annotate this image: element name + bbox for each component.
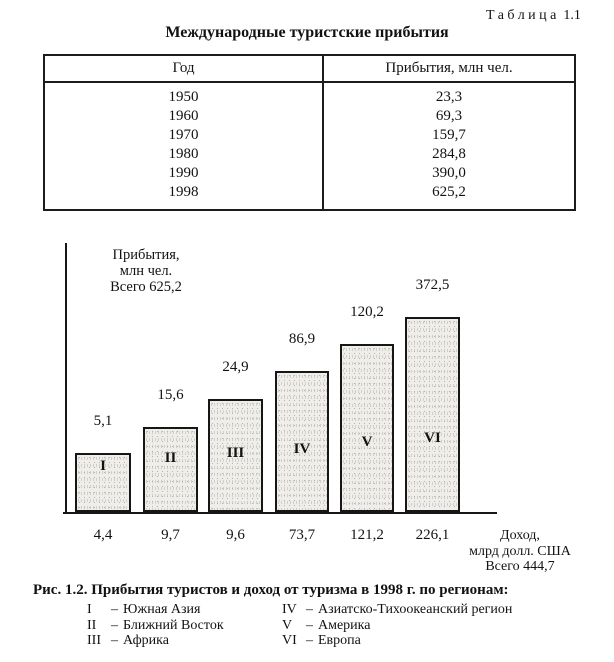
legend-dash: – xyxy=(111,617,118,633)
table-row: 1998 625,2 xyxy=(44,183,575,210)
legend-dash: – xyxy=(111,633,118,648)
legend-item: VI – Европа xyxy=(282,633,512,649)
legend-region-name: Европа xyxy=(318,633,361,648)
column-header-arrivals: Прибытия, млн чел. xyxy=(323,55,575,83)
legend-dash: – xyxy=(306,602,313,617)
cell-value: 284,8 xyxy=(432,146,466,162)
bar-numeral: VI xyxy=(424,430,441,446)
y-axis-title-total: Всего 625,2 xyxy=(110,279,182,295)
table-row: 1950 23,3 xyxy=(44,82,575,107)
legend-numeral: I xyxy=(87,602,92,617)
cell-value: 69,3 xyxy=(435,108,463,124)
legend-item: I – Южная Азия xyxy=(87,602,282,618)
legend-dash: – xyxy=(306,633,313,648)
table-caption-number: 1.1 xyxy=(563,8,581,23)
cell-value: 159,7 xyxy=(432,127,466,143)
x-axis-title-line: млрд долл. США xyxy=(469,543,571,559)
legend-numeral: VI xyxy=(282,633,297,648)
income-axis-label: 226,1 xyxy=(415,527,450,543)
legend-item: V – Америка xyxy=(282,618,512,634)
figure-caption-text: Прибытия туристов и доход от туризма в 1… xyxy=(91,582,509,598)
legend-numeral: IV xyxy=(282,602,297,617)
x-axis-title-total: Всего 444,7 xyxy=(485,559,555,574)
legend-region-name: Южная Азия xyxy=(123,602,201,617)
income-axis-label: 73,7 xyxy=(288,527,316,543)
figure-caption: Рис. 1.2. Прибытия туристов и доход от т… xyxy=(33,582,603,599)
bar-region-2: II xyxy=(143,427,198,512)
legend-region-name: Азиатско-Тихоокеанский регион xyxy=(318,602,513,617)
bar-region-6: VI xyxy=(405,317,460,512)
legend-numeral: II xyxy=(87,617,97,633)
legend-item: IV – Азиатско-Тихоокеанский регион xyxy=(282,602,512,618)
y-axis-title-line: Прибытия, xyxy=(112,247,180,263)
legend-item: III – Африка xyxy=(87,633,282,649)
bar-value-label: 15,6 xyxy=(157,387,184,403)
y-axis-line xyxy=(65,243,67,514)
bar-value-label: 5,1 xyxy=(93,413,113,429)
cell-value: 625,2 xyxy=(432,184,466,200)
cell-year: 1980 xyxy=(44,145,324,164)
y-axis-title: Прибытия, млн чел. Всего 625,2 xyxy=(86,247,206,295)
bar-region-1: I xyxy=(75,453,131,512)
legend-item: II – Ближний Восток xyxy=(87,618,282,634)
page-title: Международные туристские прибытия xyxy=(165,24,449,41)
bar-numeral: II xyxy=(164,450,177,466)
legend-region-name: Африка xyxy=(123,633,169,648)
table-caption-word: Таблица xyxy=(486,8,560,23)
bar-value-label: 372,5 xyxy=(415,277,450,293)
table-row: 1980 284,8 xyxy=(44,145,575,164)
bar-value-label: 24,9 xyxy=(222,359,249,375)
table-row: 1960 69,3 xyxy=(44,107,575,126)
figure-legend: I – Южная Азия II – Ближний Восток III –… xyxy=(87,602,512,649)
income-axis-label: 9,6 xyxy=(226,527,245,543)
bar-numeral: IV xyxy=(293,441,311,457)
cell-year: 1970 xyxy=(44,126,324,145)
table-row: 1970 159,7 xyxy=(44,126,575,145)
legend-column-right: IV – Азиатско-Тихоокеанский регион V – А… xyxy=(282,602,512,649)
x-axis-line xyxy=(63,512,497,514)
bar-value-label: 120,2 xyxy=(350,304,384,320)
figure-number: Рис. 1.2. xyxy=(33,582,88,598)
legend-region-name: Ближний Восток xyxy=(123,617,224,633)
table-row: 1990 390,0 xyxy=(44,164,575,183)
legend-numeral: V xyxy=(282,617,293,633)
cell-year: 1960 xyxy=(44,107,324,126)
bar-region-4: IV xyxy=(275,371,329,512)
cell-value: 23,3 xyxy=(435,89,463,105)
table-caption: Таблица 1.1 xyxy=(486,8,581,24)
cell-year: 1998 xyxy=(44,183,324,210)
x-axis-title: Доход, млрд долл. США Всего 444,7 xyxy=(450,528,590,575)
bar-region-5: V xyxy=(340,344,394,512)
arrivals-table: Год Прибытия, млн чел. 1950 23,3 1960 69,3… xyxy=(43,54,576,211)
y-axis-title-line: млн чел. xyxy=(119,263,173,279)
legend-column-left: I – Южная Азия II – Ближний Восток III –… xyxy=(87,602,282,649)
bar-value-label: 86,9 xyxy=(288,331,316,347)
income-axis-label: 9,7 xyxy=(161,527,180,543)
column-header-year: Год xyxy=(44,55,324,83)
bar-numeral: V xyxy=(361,434,373,450)
bar-numeral: I xyxy=(100,458,106,474)
income-axis-label: 4,4 xyxy=(93,527,113,543)
legend-dash: – xyxy=(306,617,313,633)
legend-dash: – xyxy=(111,602,118,617)
table-header-row: Год Прибытия, млн чел. xyxy=(44,55,575,83)
income-axis-label: 121,2 xyxy=(350,527,384,543)
bar-numeral: III xyxy=(226,445,245,461)
cell-value: 390,0 xyxy=(432,165,466,181)
cell-year: 1990 xyxy=(44,164,324,183)
bar-chart: Прибытия, млн чел. Всего 625,2 5,1 15,6 … xyxy=(0,240,614,580)
x-axis-title-line: Доход, xyxy=(500,528,540,543)
legend-numeral: III xyxy=(87,633,101,648)
bar-region-3: III xyxy=(208,399,263,512)
cell-year: 1950 xyxy=(44,82,324,107)
legend-region-name: Америка xyxy=(318,617,371,633)
